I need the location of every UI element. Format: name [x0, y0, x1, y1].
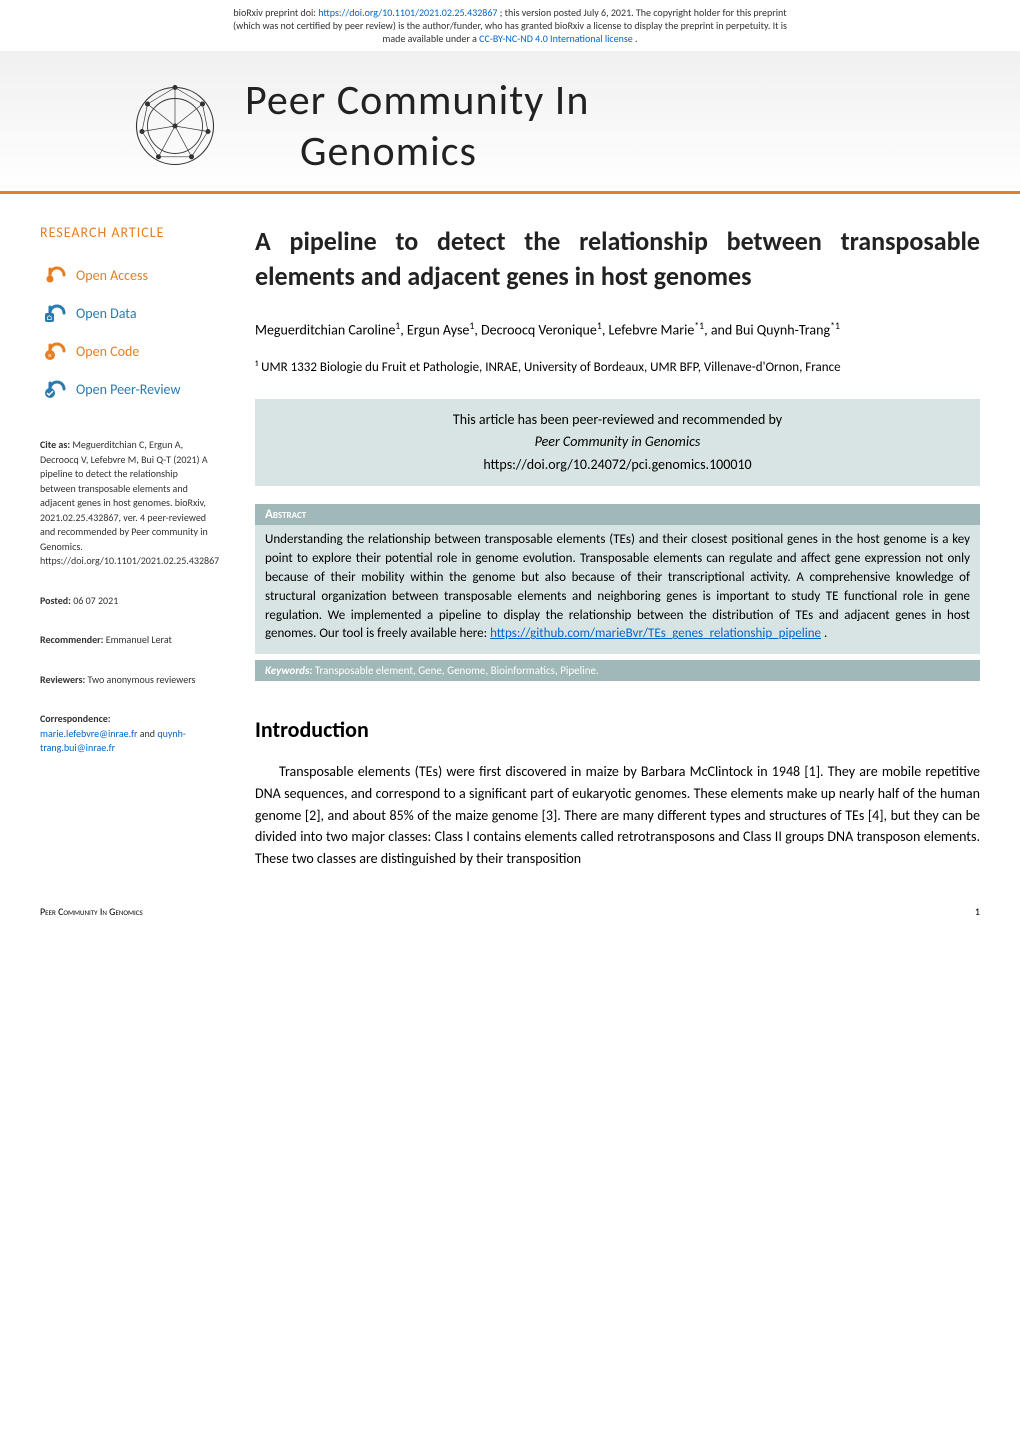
content-column: A pipeline to detect the relationship be…: [240, 224, 980, 870]
badge-open-access: Open Access: [40, 261, 215, 289]
badge-open-peer-review: Open Peer-Review: [40, 375, 215, 403]
posted-value: 06 07 2021: [73, 594, 118, 607]
reviewers-section: Reviewers: Two anonymous reviewers: [40, 673, 215, 688]
main-container: RESEARCH ARTICLE Open Access ⌂ Open Data…: [0, 194, 1020, 890]
recommender-label: Recommender:: [40, 633, 106, 646]
abstract-repo-link[interactable]: https://github.com/marieBvr/TEs_genes_re…: [490, 626, 821, 641]
header-banner: Peer Community In Genomics: [0, 51, 1020, 194]
recommended-line1: This article has been peer-reviewed and …: [275, 409, 960, 431]
svg-text:≡: ≡: [48, 351, 52, 360]
preprint-line3-prefix: made available under a: [382, 32, 477, 45]
article-title: A pipeline to detect the relationship be…: [255, 224, 980, 294]
introduction-heading: Introduction: [255, 716, 980, 743]
preprint-line2: (which was not certified by peer review)…: [233, 19, 787, 32]
recommender-value: Emmanuel Lerat: [106, 633, 172, 646]
cite-as-label: Cite as:: [40, 438, 72, 451]
footer-page-number: 1: [975, 905, 980, 918]
abstract-body: Understanding the relationship between t…: [255, 525, 980, 654]
badge-open-code: ≡ Open Code: [40, 337, 215, 365]
keywords-bar: Keywords: Transposable element, Gene, Ge…: [255, 660, 980, 681]
banner-title-line1: Peer Community In: [245, 75, 589, 126]
banner-title-line2: Genomics: [300, 126, 589, 177]
preprint-notice: bioRxiv preprint doi: https://doi.org/10…: [0, 0, 1020, 51]
open-data-icon: ⌂: [40, 299, 68, 327]
open-access-icon: [40, 261, 68, 289]
posted-label: Posted:: [40, 594, 73, 607]
recommended-box: This article has been peer-reviewed and …: [255, 399, 980, 486]
preprint-line3-suffix: .: [635, 32, 638, 45]
keywords-label: Keywords:: [265, 664, 315, 677]
preprint-license-link[interactable]: CC-BY-NC-ND 4.0 International license: [479, 32, 633, 45]
badge-label: Open Peer-Review: [76, 381, 180, 398]
correspondence-email1[interactable]: marie.lefebvre@inrae.fr: [40, 727, 137, 740]
correspondence-joiner: and: [140, 727, 158, 740]
correspondence-section: Correspondence: marie.lefebvre@inrae.fr …: [40, 712, 215, 756]
reviewers-label: Reviewers:: [40, 673, 88, 686]
affiliation: ¹ UMR 1332 Biologie du Fruit et Patholog…: [255, 359, 980, 377]
logo-text: Peer Community In Genomics: [245, 75, 589, 177]
keywords-value: Transposable element, Gene, Genome, Bioi…: [315, 664, 599, 677]
open-peer-review-icon: [40, 375, 68, 403]
svg-text:⌂: ⌂: [46, 313, 52, 322]
cite-as-section: Cite as: Meguerditchian C, Ergun A, Decr…: [40, 438, 215, 569]
preprint-line1-prefix: bioRxiv preprint doi:: [233, 6, 318, 19]
recommender-section: Recommender: Emmanuel Lerat: [40, 633, 215, 648]
badge-label: Open Code: [76, 343, 139, 360]
introduction-body: Transposable elements (TEs) were first d…: [255, 761, 980, 869]
page-footer: Peer Community In Genomics 1: [0, 890, 1020, 933]
banner-logo: Peer Community In Genomics: [0, 71, 1020, 181]
reviewers-value: Two anonymous reviewers: [88, 673, 196, 686]
authors-line: Meguerditchian Caroline1, Ergun Ayse1, D…: [255, 319, 980, 341]
badge-list: Open Access ⌂ Open Data ≡ Open Code Open…: [40, 261, 215, 403]
recommended-doi: https://doi.org/10.24072/pci.genomics.10…: [275, 454, 960, 476]
correspondence-label: Correspondence:: [40, 712, 111, 725]
badge-open-data: ⌂ Open Data: [40, 299, 215, 327]
badge-label: Open Data: [76, 305, 137, 322]
footer-left: Peer Community In Genomics: [40, 905, 143, 918]
badge-label: Open Access: [76, 267, 148, 284]
posted-section: Posted: 06 07 2021: [40, 594, 215, 609]
open-code-icon: ≡: [40, 337, 68, 365]
preprint-doi-link[interactable]: https://doi.org/10.1101/2021.02.25.43286…: [318, 6, 497, 19]
preprint-line1-suffix: ; this version posted July 6, 2021. The …: [500, 6, 787, 19]
abstract-header: Abstract: [255, 504, 980, 525]
cite-as-text: Meguerditchian C, Ergun A, Decroocq V, L…: [40, 438, 219, 567]
abstract-text-after: .: [824, 626, 827, 641]
sidebar: RESEARCH ARTICLE Open Access ⌂ Open Data…: [40, 224, 240, 870]
logo-graphic-icon: [120, 71, 230, 181]
research-article-label: RESEARCH ARTICLE: [40, 224, 215, 241]
recommended-line2: Peer Community in Genomics: [275, 431, 960, 453]
